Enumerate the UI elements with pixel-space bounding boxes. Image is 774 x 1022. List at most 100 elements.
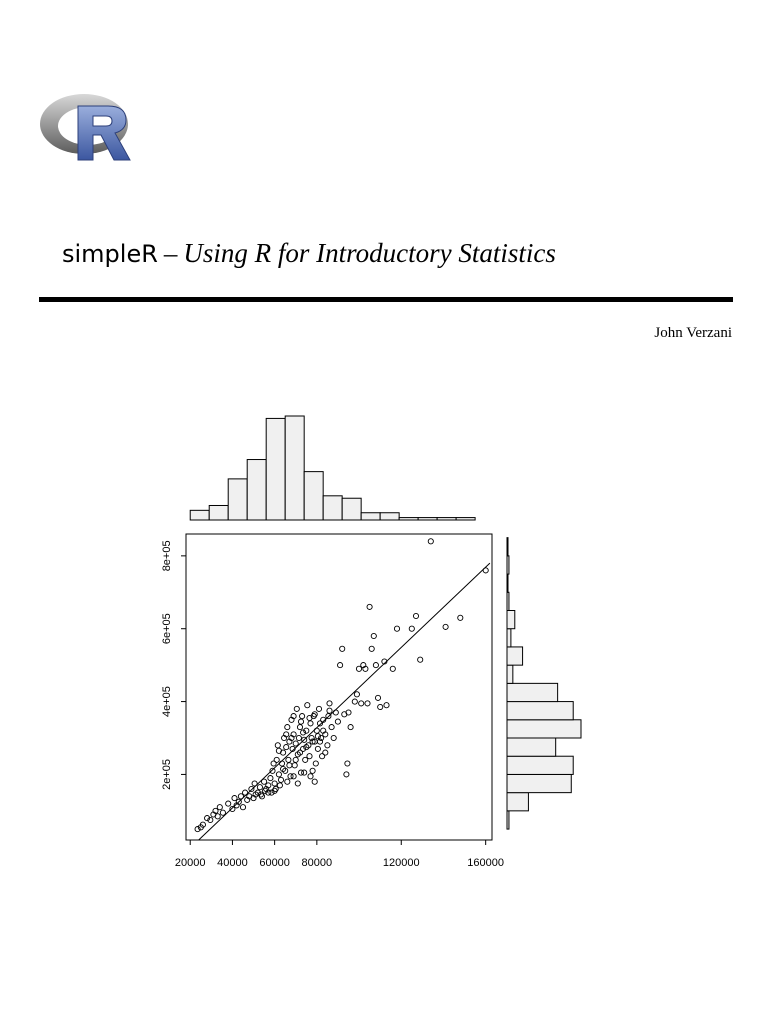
data-point <box>219 809 226 816</box>
data-point <box>288 734 295 742</box>
data-point <box>374 694 382 701</box>
data-point <box>351 698 358 705</box>
data-point <box>307 773 314 780</box>
histogram-bar <box>265 417 286 521</box>
data-point <box>457 614 464 621</box>
data-point <box>294 780 301 787</box>
data-point <box>315 705 323 712</box>
data-point <box>261 778 268 785</box>
x-marginal-histogram <box>189 415 476 521</box>
data-point <box>306 753 313 760</box>
data-point <box>274 742 281 749</box>
histogram-bar <box>322 495 343 521</box>
histogram-bar <box>506 719 582 739</box>
data-point <box>314 745 321 752</box>
data-point <box>307 720 314 727</box>
histogram-bar <box>506 537 509 557</box>
data-point <box>269 767 276 774</box>
histogram-bar <box>506 682 559 703</box>
data-point <box>296 724 304 731</box>
histogram-bar <box>360 512 381 521</box>
histogram-bar <box>455 517 476 521</box>
data-point <box>318 734 325 742</box>
data-point <box>297 769 305 776</box>
data-point <box>339 645 346 652</box>
data-point <box>312 760 319 767</box>
scatter-points <box>194 538 489 833</box>
data-point <box>309 738 316 745</box>
plot-frame <box>185 533 493 841</box>
data-point <box>285 756 292 763</box>
data-point <box>364 700 371 707</box>
data-point <box>366 603 373 610</box>
data-point <box>296 749 304 756</box>
x-tick-label: 40000 <box>217 857 248 869</box>
data-point <box>292 756 299 763</box>
histogram-bar <box>506 573 509 593</box>
data-point <box>355 665 363 672</box>
x-tick-label: 80000 <box>302 857 333 869</box>
data-point <box>277 776 285 783</box>
data-point <box>273 756 280 763</box>
x-tick-label: 160000 <box>467 857 504 869</box>
data-point <box>393 625 401 632</box>
histogram-bar <box>379 512 400 521</box>
data-point <box>256 784 263 791</box>
data-point <box>303 727 310 734</box>
data-point <box>235 798 242 805</box>
data-point <box>199 821 206 828</box>
title-dash: – <box>163 238 178 268</box>
data-point <box>314 733 321 740</box>
data-point <box>225 800 232 807</box>
data-point <box>370 632 377 640</box>
data-point <box>216 804 223 811</box>
y-axis: 2e+05 4e+05 6e+05 8e+05 <box>161 540 186 790</box>
data-point <box>301 769 308 776</box>
title-rule <box>39 297 733 302</box>
data-point <box>265 782 272 789</box>
data-point <box>231 795 238 802</box>
data-point <box>257 791 264 798</box>
data-point <box>326 700 333 707</box>
title-brand: simpleR <box>62 240 158 268</box>
data-point <box>194 826 201 833</box>
data-point <box>383 702 390 709</box>
y-tick-label: 4e+05 <box>161 686 173 717</box>
data-point <box>303 744 310 751</box>
histogram-bar <box>417 517 438 521</box>
data-point <box>278 760 286 767</box>
data-point <box>293 705 300 712</box>
histogram-bar <box>506 810 510 830</box>
data-point <box>304 702 311 709</box>
data-point <box>316 738 324 745</box>
data-point <box>276 782 283 789</box>
data-point <box>287 773 294 780</box>
y-tick-label: 2e+05 <box>161 759 173 790</box>
data-point <box>291 762 298 769</box>
data-point <box>301 736 308 743</box>
histogram-bar <box>436 517 457 521</box>
data-point <box>345 709 352 716</box>
histogram-bar <box>506 773 572 794</box>
histogram-bar <box>506 591 510 611</box>
data-point <box>265 789 272 796</box>
data-point <box>306 714 313 722</box>
data-point <box>408 625 415 632</box>
data-point <box>237 793 244 800</box>
x-tick-label: 20000 <box>175 857 206 869</box>
data-point <box>251 780 258 787</box>
data-point <box>299 713 306 720</box>
x-tick-label: 60000 <box>259 857 290 869</box>
data-point <box>300 729 307 736</box>
data-point <box>297 718 305 725</box>
y-tick-label: 8e+05 <box>161 540 173 571</box>
data-point <box>284 778 291 785</box>
regression-line <box>198 562 491 841</box>
data-point <box>368 645 375 652</box>
histogram-bar <box>303 471 324 521</box>
data-point <box>308 734 315 742</box>
data-point <box>280 765 287 773</box>
data-point <box>290 713 297 720</box>
r-logo-icon <box>38 88 138 164</box>
data-point <box>204 815 211 822</box>
